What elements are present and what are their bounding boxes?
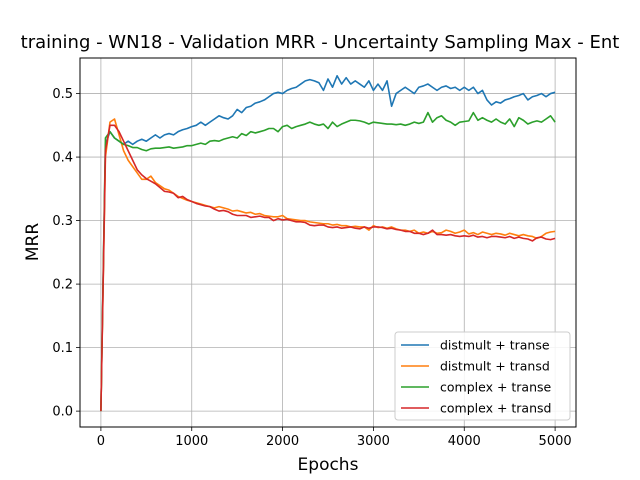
y-tick-label: 0.0 [52, 405, 73, 420]
legend-label-complex-transd: complex + transd [440, 401, 551, 416]
y-tick-label: 0.2 [52, 278, 73, 293]
y-tick-label: 0.4 [52, 151, 73, 166]
legend-box [394, 331, 571, 421]
x-tick-label: 2000 [266, 434, 299, 449]
y-tick-label: 0.5 [52, 87, 73, 102]
legend-label-distmult-transd: distmult + transd [440, 359, 550, 374]
y-tick-label: 0.3 [52, 214, 73, 229]
x-tick-label: 5000 [539, 434, 572, 449]
x-tick-label: 0 [97, 434, 105, 449]
x-axis-title: Epochs [298, 455, 359, 475]
x-tick-label: 1000 [175, 434, 208, 449]
series-line-complex-transe [100, 111, 556, 412]
x-tick-label: 4000 [448, 434, 481, 449]
legend-label-distmult-transe: distmult + transe [440, 338, 550, 353]
series-line-complex-transd [100, 124, 556, 412]
tick-layer: 0 1000 2000 3000 4000 5000 0.0 0.1 0.2 0.3 0.4 0.5 [52, 87, 571, 449]
grid-layer [80, 58, 576, 427]
legend: distmult + transe distmult + transd comple… [394, 331, 571, 421]
chart-title: training - WN18 - Validation MRR - Uncer… [21, 32, 620, 53]
plot-frame [79, 57, 577, 428]
x-tick-label: 3000 [357, 434, 390, 449]
y-tick-label: 0.1 [52, 341, 73, 356]
legend-label-complex-transe: complex + transe [440, 380, 552, 395]
y-axis-title: MRR [23, 223, 43, 261]
series-line-distmult-transe [100, 74, 556, 412]
series-layer [100, 74, 556, 412]
